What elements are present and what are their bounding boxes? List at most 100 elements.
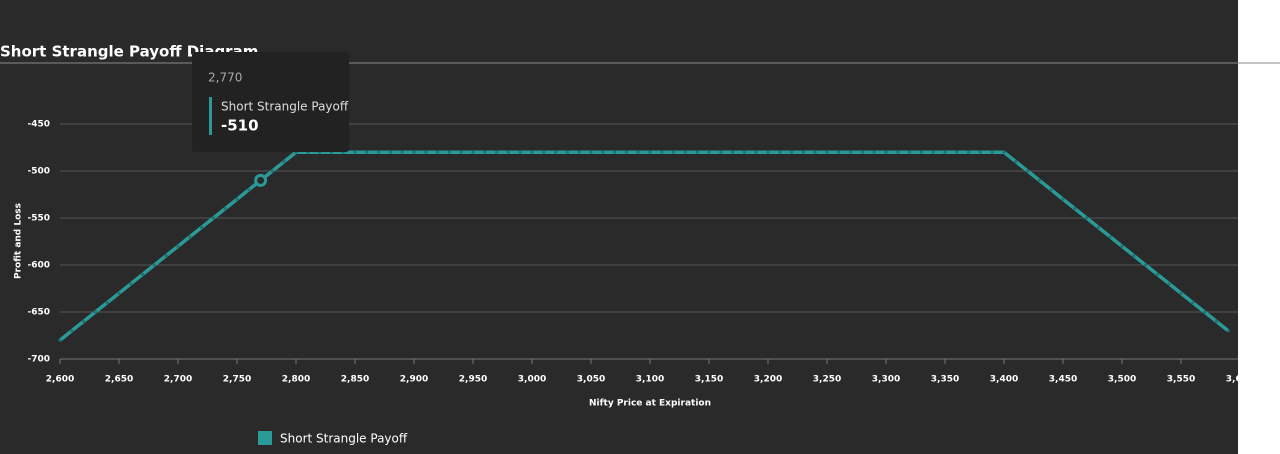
x-tick-label: 3,300 [872,375,900,385]
data-point [1167,282,1171,286]
x-axis-title: Nifty Price at Expiration [589,399,711,409]
data-point [719,150,723,154]
data-point [58,338,62,342]
data-point [554,150,558,154]
data-point [837,150,841,154]
data-point [388,150,392,154]
data-point [825,150,829,154]
x-tick-label: 3,100 [636,375,664,385]
x-tick-label: 2,750 [223,375,251,385]
y-tick-label: -550 [27,214,50,224]
data-point [211,216,215,220]
x-tick-label: 2,800 [282,375,310,385]
data-point [955,150,959,154]
data-point [1203,310,1207,314]
data-point [896,150,900,154]
data-point [1120,244,1124,248]
x-tick-label: 3,500 [1108,375,1136,385]
data-point [565,150,570,154]
x-tick-label: 3,050 [577,375,605,385]
data-point [176,244,180,248]
data-point [849,150,853,154]
data-point [82,319,86,323]
x-tick-label: 3,150 [695,375,723,385]
x-tick-label: 3,450 [1049,375,1077,385]
plot-area: 2,600 2,650 2,700 2,750 2,800 2,850 2,900 2,950… [46,123,1238,385]
data-point [943,150,947,154]
background [0,0,1238,454]
data-point [117,291,121,295]
data-point [1108,235,1112,239]
x-tick-label: 3,000 [518,375,546,385]
data-point [400,150,404,154]
data-point [1179,291,1183,295]
data-point [164,254,168,258]
data-point [872,150,876,154]
data-point [1132,254,1136,258]
y-tick-label: -450 [27,120,50,130]
data-point [672,150,676,154]
x-tick-label: 2,900 [400,375,428,385]
data-point [884,150,888,154]
data-point [683,150,688,154]
y-tick-label: -700 [27,355,50,365]
x-tick-label: 3,550 [1167,375,1195,385]
tooltip: 2,770 Short Strangle Payoff -510 [192,52,349,152]
data-point [1191,301,1195,305]
data-point [93,310,97,314]
data-point [518,150,522,154]
data-point [1002,150,1006,154]
data-point [624,150,629,154]
x-tick-label: 3,350 [931,375,959,385]
data-point [813,150,817,154]
legend-swatch[interactable] [258,431,272,445]
data-point [990,150,994,154]
data-point [754,150,758,154]
y-tick-label: -600 [27,261,50,271]
y-tick-label: -500 [27,167,50,177]
tooltip-color-bar [209,97,212,135]
data-point [978,150,983,154]
data-point [129,282,133,286]
data-point [613,150,617,154]
data-point [636,150,640,154]
data-point [70,329,74,333]
data-point [530,150,534,154]
data-point [1096,225,1100,229]
tooltip-series: Short Strangle Payoff [221,100,349,114]
data-point [742,150,747,154]
data-point [577,150,581,154]
data-point [801,150,806,154]
x-tick-label: 2,650 [105,375,133,385]
x-tick-label: 3,250 [813,375,841,385]
data-point [707,150,711,154]
data-point [471,150,475,154]
data-point [506,150,510,154]
data-point [648,150,652,154]
data-point [1155,272,1159,276]
data-point [270,169,274,173]
data-point [766,150,770,154]
x-tick-label: 2,850 [341,375,369,385]
data-point [660,150,664,154]
data-point [778,150,782,154]
data-point [589,150,593,154]
x-tick-label: 2,950 [459,375,487,385]
x-tick-label: 2,700 [164,375,192,385]
x-tick-label: 2,600 [46,375,74,385]
data-point [200,225,204,229]
x-tick-label: 3,400 [990,375,1018,385]
data-point [1061,197,1065,201]
data-point [601,150,605,154]
data-point [447,150,451,154]
tooltip-value: -510 [221,117,259,135]
data-point [483,150,487,154]
data-point [247,188,251,192]
legend-label[interactable]: Short Strangle Payoff [280,432,408,446]
data-point [223,207,227,211]
data-point [1144,263,1148,267]
data-point [1214,319,1218,323]
data-point [459,150,463,154]
data-point [235,197,239,201]
